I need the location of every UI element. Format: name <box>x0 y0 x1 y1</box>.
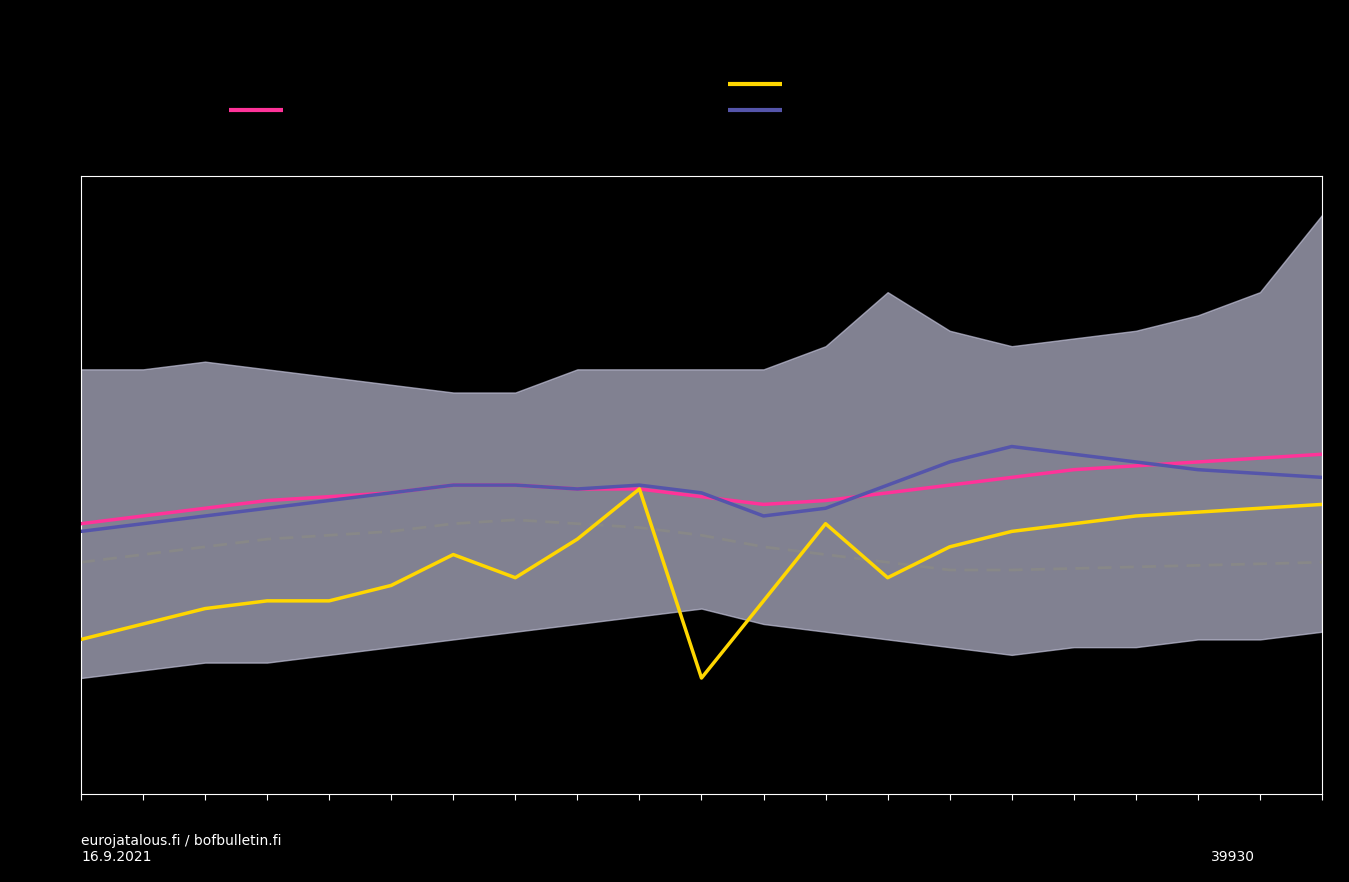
Text: 39930: 39930 <box>1210 850 1255 864</box>
Text: eurojatalous.fi / bofbulletin.fi
16.9.2021: eurojatalous.fi / bofbulletin.fi 16.9.20… <box>81 834 282 864</box>
